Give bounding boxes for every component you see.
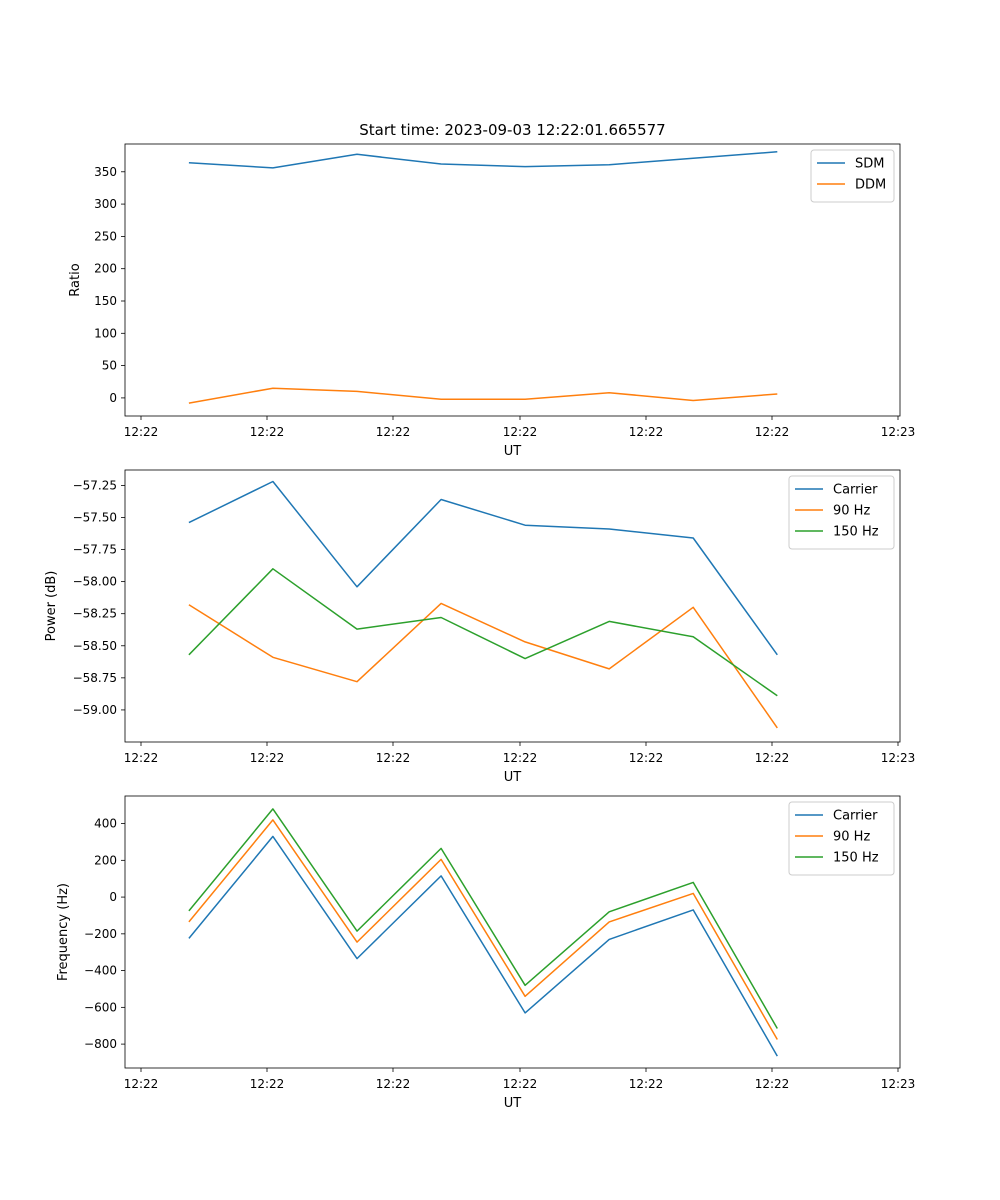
- series-line-sdm: [188, 151, 778, 169]
- y-tick-label: −57.75: [73, 543, 117, 557]
- y-tick-label: 150: [94, 294, 117, 308]
- y-tick-label: 200: [94, 262, 117, 276]
- x-axis-label: UT: [504, 444, 522, 459]
- series-line-carrier: [188, 480, 778, 656]
- x-tick-label: 12:22: [124, 751, 159, 765]
- x-tick-label: 12:22: [629, 425, 664, 439]
- x-tick-label: 12:23: [881, 751, 916, 765]
- power-panel: 12:22 12:22 12:22 12:22 12:22 12:22 12:23 UT −59…: [44, 469, 916, 785]
- y-tick-label: 250: [94, 229, 117, 243]
- y-tick-label: −57.50: [73, 510, 117, 524]
- legend-label: Carrier: [833, 809, 878, 824]
- series-line-150-hz: [188, 808, 778, 1029]
- y-tick-label: −59.00: [73, 703, 117, 717]
- y-tick-label: 400: [94, 817, 117, 831]
- legend-label: 90 Hz: [833, 830, 870, 845]
- y-tick-label: 0: [109, 890, 117, 904]
- y-tick-label: 200: [94, 853, 117, 867]
- axes-frame: [124, 795, 901, 1069]
- x-tick-label: 12:23: [881, 425, 916, 439]
- series-line-carrier: [188, 835, 778, 1057]
- x-axis-label: UT: [504, 1096, 522, 1111]
- x-tick-label: 12:22: [755, 425, 790, 439]
- y-tick-label: −58.00: [73, 575, 117, 589]
- y-tick-label: 50: [102, 359, 117, 373]
- y-tick-label: −58.75: [73, 671, 117, 685]
- x-tick-label: 12:22: [376, 425, 411, 439]
- x-tick-label: 12:22: [755, 751, 790, 765]
- series-line-90-hz: [188, 819, 778, 1040]
- axes-frame: [124, 469, 901, 743]
- x-tick-label: 12:22: [503, 751, 538, 765]
- y-tick-label: −58.25: [73, 607, 117, 621]
- x-tick-label: 12:22: [250, 751, 285, 765]
- y-tick-label: −200: [84, 927, 117, 941]
- legend-label: 90 Hz: [833, 504, 870, 519]
- axes-frame: [124, 143, 901, 417]
- y-axis-label: Frequency (Hz): [56, 883, 71, 981]
- series-line-150-hz: [188, 568, 778, 697]
- legend-label: SDM: [855, 157, 884, 172]
- y-tick-label: −600: [84, 1000, 117, 1014]
- x-tick-label: 12:22: [503, 1077, 538, 1091]
- x-tick-label: 12:22: [376, 751, 411, 765]
- y-tick-label: −57.25: [73, 478, 117, 492]
- series-line-90-hz: [188, 602, 778, 729]
- y-tick-label: −400: [84, 964, 117, 978]
- y-tick-label: 0: [109, 391, 117, 405]
- y-tick-label: −800: [84, 1037, 117, 1051]
- x-tick-label: 12:22: [629, 1077, 664, 1091]
- x-tick-label: 12:22: [250, 425, 285, 439]
- x-tick-label: 12:22: [124, 1077, 159, 1091]
- series-line-ddm: [188, 387, 778, 404]
- y-tick-label: −58.50: [73, 639, 117, 653]
- x-tick-label: 12:22: [755, 1077, 790, 1091]
- x-axis-label: UT: [504, 770, 522, 785]
- y-axis-label: Ratio: [68, 263, 83, 296]
- frequency-panel: 12:22 12:22 12:22 12:22 12:22 12:22 12:23 UT −80…: [56, 795, 916, 1111]
- legend-label: 150 Hz: [833, 525, 879, 540]
- legend-label: 150 Hz: [833, 851, 879, 866]
- y-tick-label: 350: [94, 165, 117, 179]
- ratio-panel: 12:22 12:22 12:22 12:22 12:22 12:22 12:23 UT 0 50…: [68, 143, 916, 459]
- legend-label: DDM: [855, 178, 886, 193]
- x-tick-label: 12:22: [376, 1077, 411, 1091]
- chart-title: Start time: 2023-09-03 12:22:01.665577: [359, 121, 665, 139]
- y-tick-label: 300: [94, 197, 117, 211]
- x-tick-label: 12:22: [629, 751, 664, 765]
- x-tick-label: 12:22: [250, 1077, 285, 1091]
- y-axis-label: Power (dB): [44, 571, 59, 642]
- x-tick-label: 12:22: [124, 425, 159, 439]
- x-tick-label: 12:23: [881, 1077, 916, 1091]
- x-tick-label: 12:22: [503, 425, 538, 439]
- legend-label: Carrier: [833, 483, 878, 498]
- y-tick-label: 100: [94, 326, 117, 340]
